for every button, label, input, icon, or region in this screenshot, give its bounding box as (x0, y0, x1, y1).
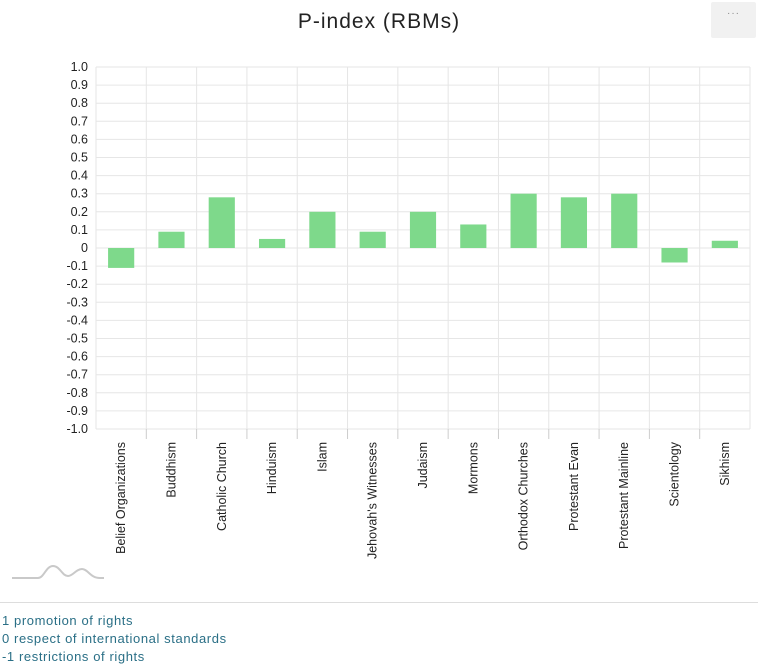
x-tick-label: Mormons (466, 442, 480, 494)
y-tick-label: -0.4 (66, 313, 88, 327)
bar[interactable] (409, 211, 437, 248)
legend-notes: 1 promotion of rights 0 respect of inter… (2, 612, 227, 666)
x-tick-label: Hinduism (265, 442, 279, 494)
bar[interactable] (309, 211, 336, 248)
bar[interactable] (510, 193, 537, 248)
y-tick-label: -0.5 (66, 332, 88, 346)
y-tick-label: -0.3 (66, 295, 88, 309)
legend-line-promotion: 1 promotion of rights (2, 613, 134, 628)
x-tick-label: Islam (315, 442, 329, 472)
bar-chart: 1.0 0.9 0.8 0.7 0.6 0.5 0.4 0.3 0.2 0.1 0 -0.1 -0.2 -… (12, 60, 751, 579)
y-tick-label: -0.6 (66, 350, 88, 364)
bar[interactable] (560, 197, 588, 248)
y-tick-label: -0.8 (66, 386, 88, 400)
bar[interactable] (258, 238, 286, 248)
x-tick-label: Buddhism (164, 442, 178, 498)
bar[interactable] (208, 197, 235, 248)
ellipsis-icon: ··· (727, 8, 740, 19)
x-tick-label: Protestant Evan (567, 442, 581, 531)
y-tick-label: 0.1 (71, 223, 88, 237)
x-tick-label: Sikhism (718, 442, 732, 486)
x-tick-label: Protestant Mainline (617, 442, 631, 549)
x-tick-label: Jehovah's Witnesses (366, 442, 380, 559)
y-tick-label: 1.0 (71, 60, 88, 74)
y-tick-label: -0.1 (66, 259, 88, 273)
y-tick-label: 0.7 (71, 114, 88, 128)
bar[interactable] (611, 193, 638, 248)
x-tick-label: Scientology (668, 441, 682, 506)
y-tick-label: 0.8 (71, 96, 88, 110)
y-tick-label: 0.9 (71, 78, 88, 92)
x-tick-label: Orthodox Churches (517, 442, 531, 550)
bar[interactable] (108, 248, 135, 268)
chart-menu-button[interactable]: ··· (711, 2, 756, 38)
x-tick-label: Belief Organizations (114, 442, 128, 554)
legend-line-respect: 0 respect of international standards (2, 631, 227, 646)
range-navigator-icon[interactable] (12, 564, 104, 579)
y-tick-label: -0.2 (66, 277, 88, 291)
y-tick-label: 0.4 (71, 169, 88, 183)
y-tick-label: 0 (81, 241, 88, 255)
bar[interactable] (460, 224, 487, 248)
bar[interactable] (158, 231, 185, 248)
y-tick-label: 0.5 (71, 151, 88, 165)
legend-line-restrictions: -1 restrictions of rights (2, 649, 145, 664)
y-tick-label: -1.0 (66, 422, 88, 436)
y-tick-label: -0.9 (66, 404, 88, 418)
y-tick-label: 0.6 (71, 132, 88, 146)
bar[interactable] (661, 248, 688, 263)
x-tick-label: Judaism (416, 442, 430, 489)
y-tick-label: -0.7 (66, 368, 88, 382)
x-tick-label: Catholic Church (215, 442, 229, 531)
chart-title: P-index (RBMs) (297, 10, 461, 33)
legend-separator (0, 602, 758, 603)
bar[interactable] (711, 240, 738, 248)
bar[interactable] (359, 231, 386, 248)
y-tick-label: 0.2 (71, 205, 88, 219)
y-tick-label: 0.3 (71, 187, 88, 201)
